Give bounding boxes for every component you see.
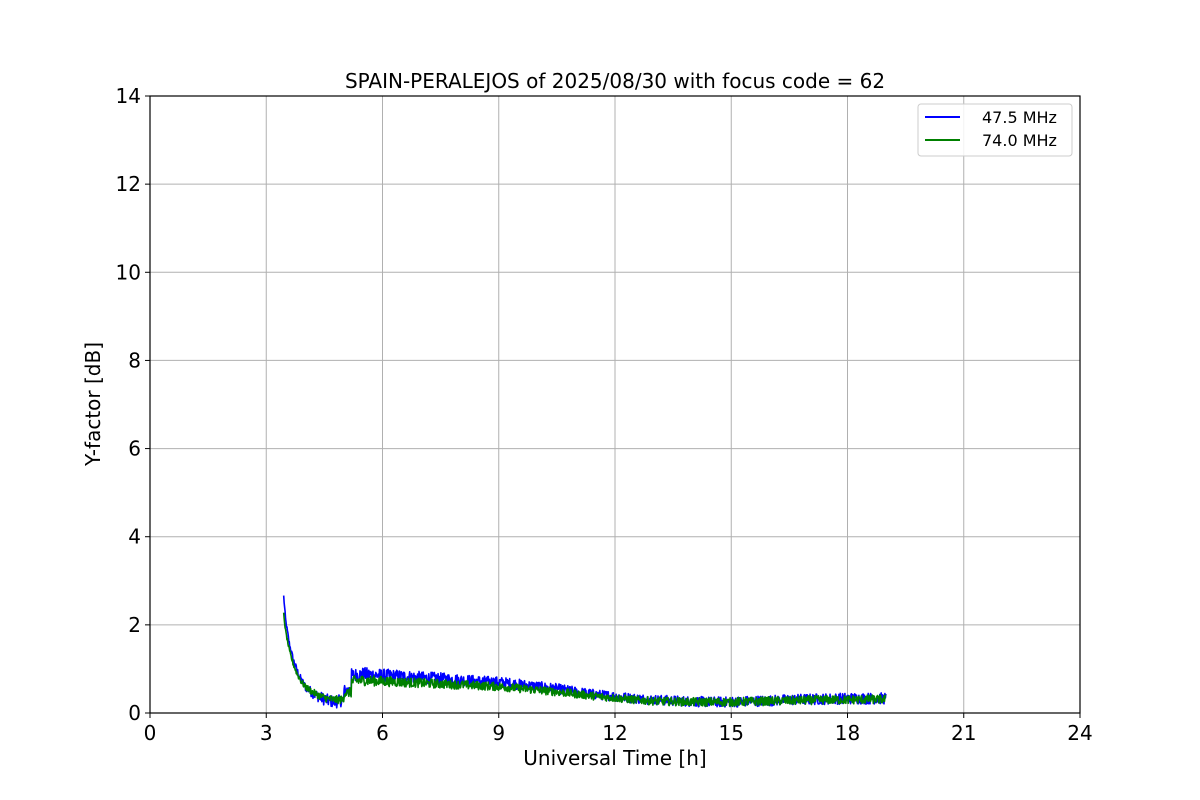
x-tick-label: 12 (602, 721, 627, 745)
x-tick-label: 24 (1067, 721, 1092, 745)
legend-label-47-5-mhz: 47.5 MHz (982, 108, 1057, 127)
chart-title: SPAIN-PERALEJOS of 2025/08/30 with focus… (345, 69, 885, 93)
series-layer (282, 595, 887, 709)
y-tick-label: 10 (116, 260, 141, 284)
x-tick-label: 0 (144, 721, 157, 745)
x-tick-label: 3 (260, 721, 273, 745)
x-tick-label: 9 (492, 721, 505, 745)
series-line-74-0-mhz (282, 612, 887, 708)
x-tick-label: 18 (835, 721, 860, 745)
x-tick-label: 6 (376, 721, 389, 745)
legend-label-74-0-mhz: 74.0 MHz (982, 131, 1057, 150)
y-tick-label: 6 (128, 437, 141, 461)
y-tick-label: 0 (128, 701, 141, 725)
y-tick-label: 14 (116, 84, 141, 108)
legend: 47.5 MHz 74.0 MHz (917, 103, 1073, 157)
x-tick-label: 15 (719, 721, 744, 745)
y-tick-label: 12 (116, 172, 141, 196)
x-axis-label: Universal Time [h] (523, 746, 706, 770)
x-tick-label: 21 (951, 721, 976, 745)
y-tick-label: 4 (128, 525, 141, 549)
y-axis-label: Y-factor [dB] (81, 342, 105, 467)
y-tick-label: 2 (128, 613, 141, 637)
y-tick-label: 8 (128, 348, 141, 372)
